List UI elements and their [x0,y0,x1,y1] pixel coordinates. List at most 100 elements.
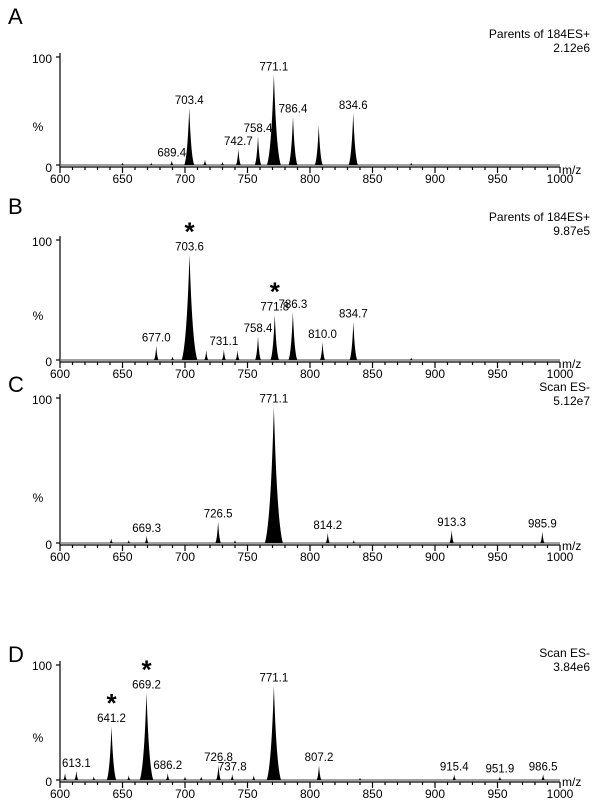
spectrum-peak [181,254,198,360]
x-tick-label: 950 [487,787,507,801]
peak-label: 807.2 [305,752,334,764]
x-tick-label: 650 [112,550,132,564]
x-tick-label: 750 [237,787,257,801]
panel-letter: A [8,4,23,29]
peak-label: 986.5 [529,761,558,773]
panel-letter: C [8,372,24,397]
y-tick-100: 100 [32,659,52,673]
spectrum-peak [221,349,227,360]
spectrum-peak [144,535,149,543]
peak-label: 669.2 [132,680,161,692]
y-axis-label: % [33,120,44,134]
x-tick-label: 950 [487,172,507,186]
y-tick-0: 0 [45,775,52,789]
spectrum-peak [215,521,221,543]
peak-label: 731.1 [209,336,238,348]
spectrum-peak [449,529,454,543]
x-tick-label: 650 [112,172,132,186]
spectrum-peak [255,336,261,360]
spectrum-peak [541,774,545,780]
spectrum-peak [288,116,298,165]
y-tick-100: 100 [32,235,52,249]
spectrum-peak [169,160,174,165]
x-tick-label: 800 [300,550,320,564]
spectrum-peak [126,775,131,780]
peak-label: 985.9 [528,518,557,530]
x-axis-label: m/z [562,163,581,177]
spectrum-peak [139,692,154,780]
y-axis-label: % [33,491,44,505]
x-tick-label: 700 [175,367,195,381]
spectrum-peak [270,314,279,360]
panel-letter: B [8,194,23,219]
spectrum-panel-d: D Scan ES- 3.84e6 % 100 0 m/z 600 650 700 7… [8,642,590,801]
x-tick-label: 1000 [547,787,574,801]
spectrum-peak [409,162,413,165]
x-tick-label: 700 [175,172,195,186]
peak-label: 742.7 [224,136,253,148]
spectrum-peak [254,135,262,165]
peak-label: 810.0 [308,329,337,341]
peak-label: 703.4 [175,95,204,107]
spectrum-peak [288,312,298,360]
peak-label: 834.7 [339,309,368,321]
x-tick-label: 750 [237,172,257,186]
spectrum-peak [165,773,170,780]
x-tick-label: 600 [50,550,70,564]
spectrum-peak [170,356,175,360]
peak-label: 814.2 [313,520,342,532]
spectrum-peak [153,345,159,360]
peak-label: 915.4 [440,761,469,773]
spectrum-peak [220,161,225,165]
x-tick-label: 650 [112,787,132,801]
spectrum-panel-c: C Scan ES- 5.12e7 % 100 0 m/z 600 650 700 7… [8,372,590,564]
significance-star: * [270,276,281,306]
y-tick-0: 0 [45,161,52,175]
spectrum-peak [149,162,153,165]
spectrum-peak [92,776,96,780]
spectrum-peak [216,765,221,780]
x-tick-label: 700 [175,787,195,801]
x-tick-label: 900 [425,367,445,381]
spectrum-peak [352,540,356,543]
x-tick-label: 1000 [547,550,574,564]
peak-label: 771.8 [260,301,289,313]
peak-label: 726.5 [204,508,233,520]
y-tick-0: 0 [45,538,52,552]
x-tick-label: 950 [487,367,507,381]
spectrum-peak [183,776,187,780]
spectrum-peak [74,770,79,780]
spectrum-peak [358,777,362,780]
spectrum-peak [266,685,282,780]
x-tick-label: 900 [425,550,445,564]
y-tick-100: 100 [32,52,52,66]
spectrum-peak [233,540,237,543]
spectrum-peak [109,538,114,543]
x-tick-label: 750 [237,367,257,381]
x-tick-label: 950 [487,550,507,564]
peak-label: 686.2 [153,760,182,772]
x-tick-label: 800 [300,367,320,381]
spectrum-peak [120,162,125,165]
panel-letter: D [8,642,24,667]
peak-label: 786.3 [278,299,307,311]
peak-label: 786.4 [279,103,308,115]
scan-header: Parents of 184ES+ [489,210,590,224]
spectrum-peak [106,725,117,780]
spectrum-peak [127,540,131,543]
x-tick-label: 800 [300,787,320,801]
peak-label: 703.6 [175,241,204,253]
peak-label: 641.2 [97,713,126,725]
spectrum-peak [264,406,283,543]
y-tick-100: 100 [32,393,52,407]
x-tick-label: 850 [362,787,382,801]
spectrum-peak [230,774,235,780]
spectrum-peak [409,357,413,360]
x-tick-label: 650 [112,367,132,381]
spectrum-peak [203,159,207,165]
x-tick-label: 600 [50,787,70,801]
x-tick-label: 1000 [547,367,574,381]
spectrum-panel-a: A Parents of 184ES+ 2.12e6 % 100 0 m/z 6… [8,4,590,186]
peak-label: 771.1 [259,61,288,73]
x-tick-label: 600 [50,172,70,186]
